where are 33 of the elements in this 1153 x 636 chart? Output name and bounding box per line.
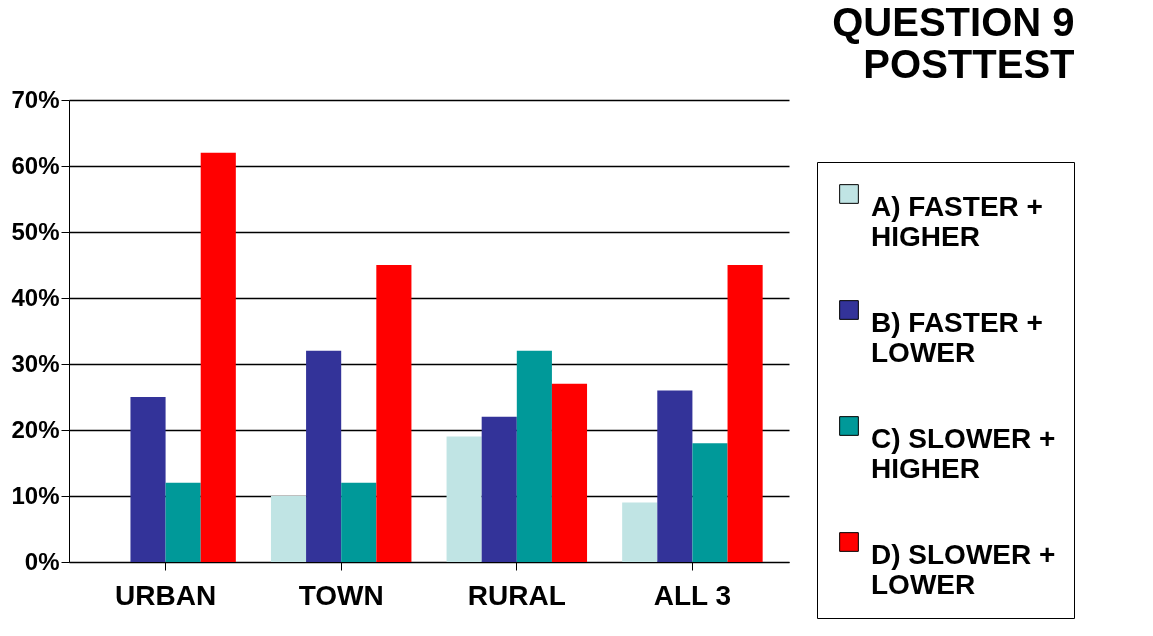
x-tick-label: ALL 3: [653, 579, 732, 611]
bar: [200, 152, 236, 562]
bar: [165, 482, 201, 562]
bar: [306, 350, 342, 562]
bar: [622, 502, 658, 562]
y-tick-label: 10%: [11, 481, 60, 509]
x-tick-label: TOWN: [298, 579, 384, 611]
x-tick-label: RURAL: [467, 579, 566, 611]
legend-label: B) FASTER + LOWER: [871, 307, 1043, 368]
bar: [130, 397, 166, 562]
legend-label: D) SLOWER + LOWER: [871, 539, 1056, 600]
text: QUESTION 9: [832, 0, 1075, 44]
text: POSTTEST: [863, 42, 1075, 86]
bar: [376, 265, 412, 562]
y-tick-label: 0%: [24, 547, 60, 575]
y-tick-label: 20%: [11, 415, 60, 443]
y-tick-label: 70%: [11, 85, 60, 113]
bar: [516, 350, 552, 562]
bar: [657, 390, 693, 562]
y-tick-label: 30%: [11, 349, 60, 377]
bar: [270, 496, 307, 562]
x-tick-label: URBAN: [115, 579, 217, 611]
y-tick-label: 40%: [11, 283, 60, 311]
y-tick-label: 50%: [11, 217, 60, 245]
legend-label: C) SLOWER + HIGHER: [871, 423, 1056, 484]
bar: [481, 416, 517, 562]
y-tick-label: 60%: [11, 151, 60, 179]
bar: [727, 265, 763, 562]
bar: [446, 436, 482, 562]
legend-label: A) FASTER + HIGHER: [871, 191, 1043, 252]
bar: [551, 383, 588, 562]
bar: [692, 443, 728, 562]
bar: [341, 482, 377, 562]
